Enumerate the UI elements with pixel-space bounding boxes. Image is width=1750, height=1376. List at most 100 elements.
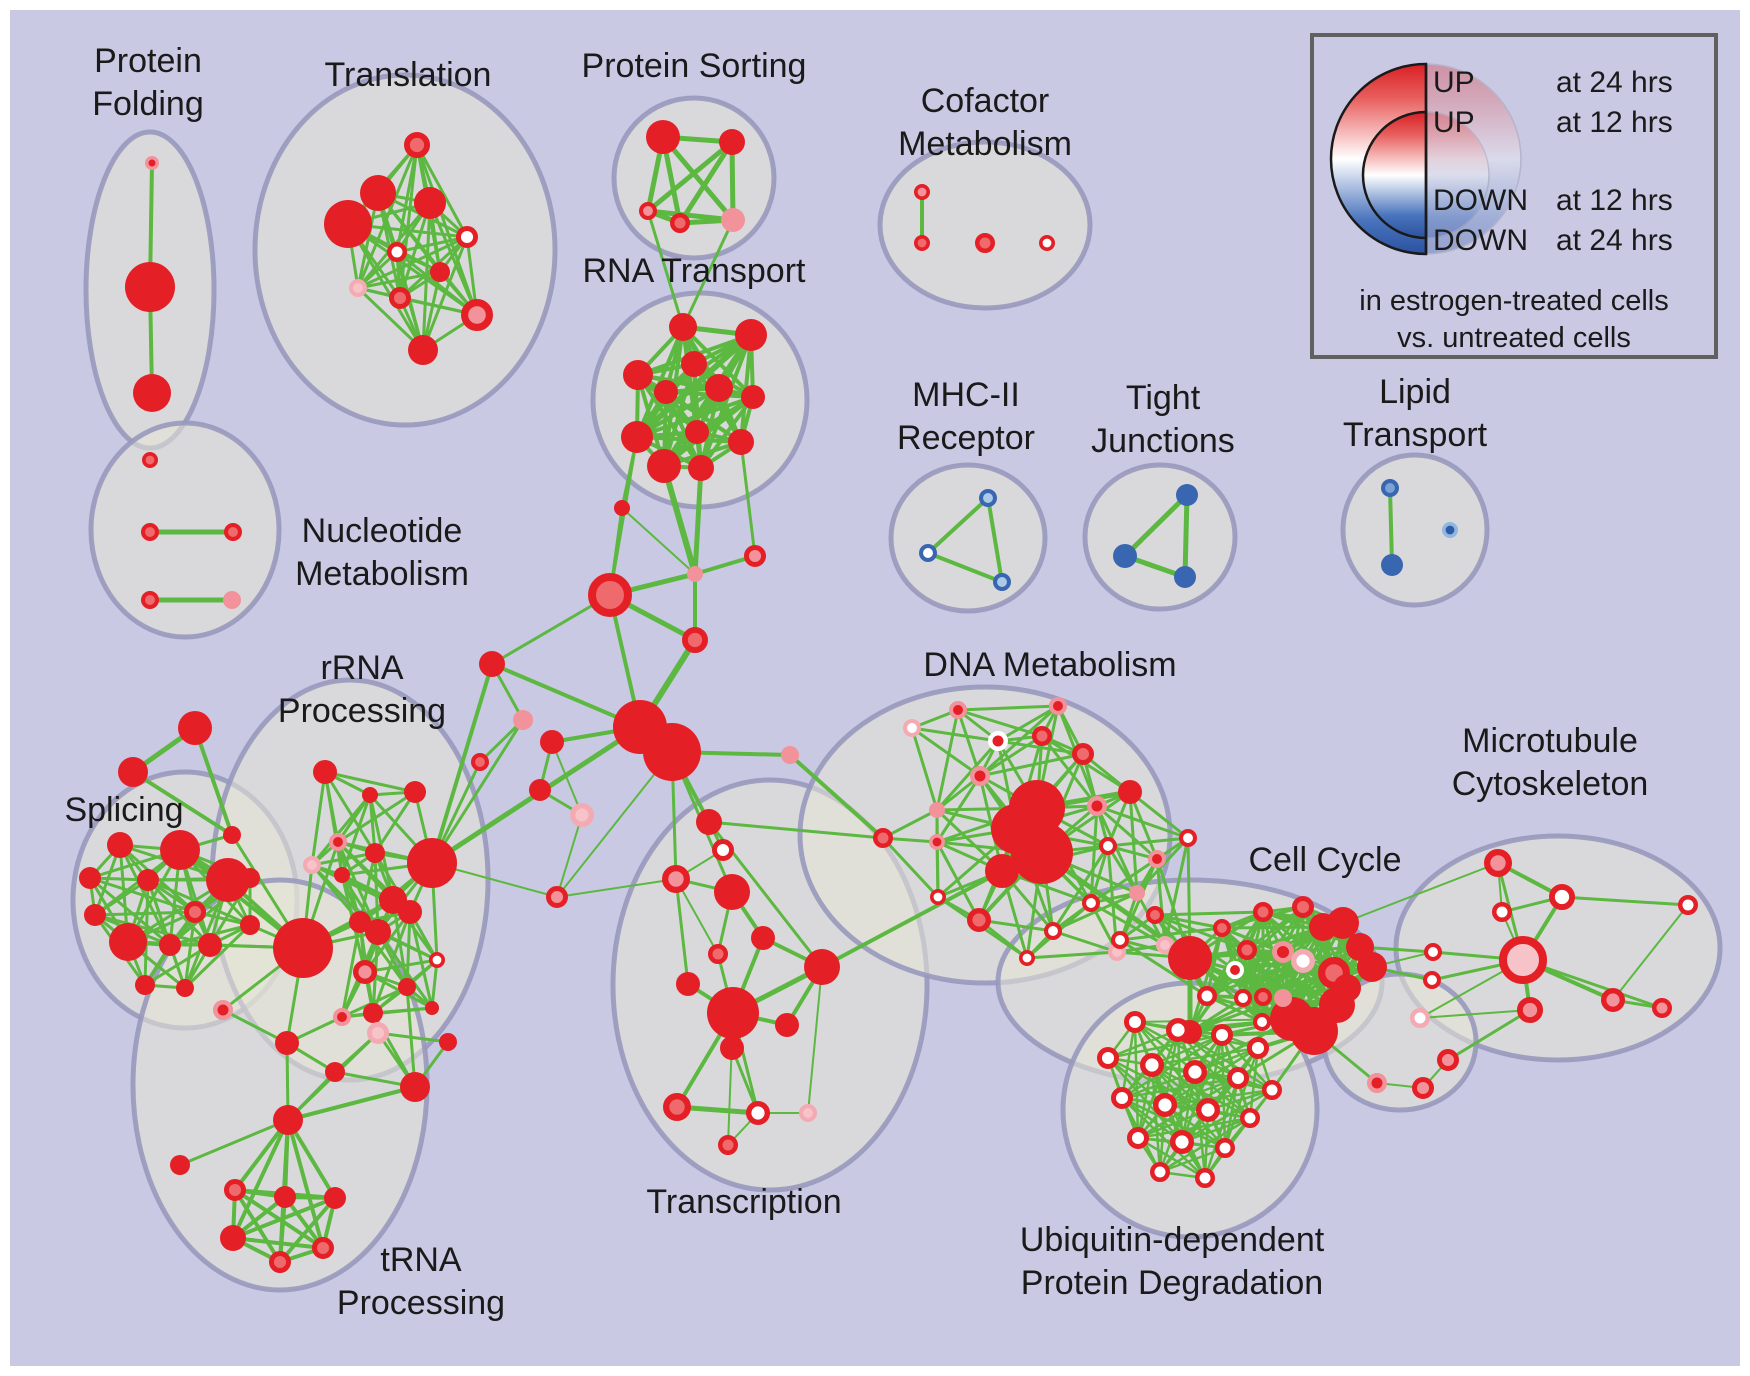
network-node <box>1549 883 1576 910</box>
network-edge <box>1106 1028 1180 1060</box>
network-edge <box>286 1085 417 1122</box>
network-edge <box>421 235 469 352</box>
network-node <box>223 826 241 844</box>
cluster-label-rna-transport: RNA Transport <box>583 252 807 290</box>
network-node <box>903 719 922 738</box>
network-node <box>1111 931 1130 950</box>
network-edge <box>1163 836 1190 947</box>
network-node <box>224 1178 247 1201</box>
network-node <box>540 730 564 754</box>
network-edge <box>323 770 417 794</box>
cluster-label-cofactor-metabolism: Cofactor <box>921 82 1050 120</box>
network-edge <box>1120 1070 1197 1100</box>
network-edge <box>820 869 1004 969</box>
cluster-ellipse-mhc-ii-receptor <box>888 462 1048 614</box>
cluster-label-trna-processing: tRNA <box>380 1241 462 1279</box>
network-node <box>349 911 371 933</box>
network-node <box>970 766 990 786</box>
network-node <box>398 978 416 996</box>
network-node <box>588 573 632 617</box>
network-node <box>751 926 775 950</box>
network-node <box>223 523 242 542</box>
network-edge <box>1560 895 1690 907</box>
network-edge <box>977 918 1055 933</box>
network-node <box>403 132 430 159</box>
network-edge <box>430 958 439 1010</box>
cluster-label-mhc-ii-receptor: MHC-II <box>912 376 1020 414</box>
network-node <box>1169 1129 1194 1154</box>
network-node <box>928 833 945 850</box>
network-node <box>439 1033 457 1051</box>
network-edge <box>1051 929 1119 954</box>
network-node <box>513 710 533 730</box>
network-edge <box>926 551 1004 584</box>
network-node <box>1018 949 1035 966</box>
network-node <box>669 313 697 341</box>
network-node <box>1254 988 1273 1007</box>
network-edge <box>1180 1116 1252 1144</box>
network-node <box>430 262 450 282</box>
network-node <box>160 830 200 870</box>
network-node <box>1240 1108 1260 1128</box>
network-edge <box>926 496 990 555</box>
network-edge <box>193 726 234 837</box>
network-edge <box>699 395 755 470</box>
network-node <box>365 919 391 945</box>
network-node <box>1032 726 1052 746</box>
cluster-label-protein-folding: Folding <box>92 85 204 123</box>
network-node <box>206 858 250 902</box>
legend-footer-text: vs. untreated cells <box>1397 322 1631 354</box>
network-node <box>621 421 653 453</box>
network-edge <box>478 718 525 764</box>
network-edge <box>1136 1108 1210 1140</box>
network-edge <box>729 139 736 223</box>
network-node <box>746 1100 771 1125</box>
network-node <box>663 1093 692 1122</box>
network-node <box>967 908 992 933</box>
network-node <box>425 1001 439 1015</box>
legend-time-label: at 12 hrs <box>1556 106 1673 139</box>
network-node <box>728 429 754 455</box>
network-node <box>1226 961 1245 980</box>
network-edge <box>428 201 479 317</box>
network-edge <box>681 218 735 329</box>
network-node <box>367 1021 390 1044</box>
network-node <box>1129 885 1145 901</box>
cluster-label-cell-cycle: Cell Cycle <box>1248 841 1401 879</box>
network-node <box>360 175 396 211</box>
network-edge <box>1150 1046 1260 1067</box>
network-edge <box>1233 968 1336 975</box>
network-edge <box>1095 804 1159 861</box>
network-edge <box>395 235 469 254</box>
network-edge <box>674 877 690 986</box>
node-layer <box>79 120 1698 1273</box>
cluster-label-mhc-ii-receptor: Receptor <box>897 419 1035 457</box>
network-edge <box>1106 1033 1224 1060</box>
network-node <box>135 975 155 995</box>
legend-direction-label: DOWN <box>1433 224 1528 257</box>
network-node <box>1182 1059 1207 1084</box>
network-node <box>140 523 159 542</box>
network-edge <box>910 726 1000 743</box>
network-node <box>269 1250 292 1273</box>
network-node <box>1271 940 1294 963</box>
cluster-label-nucleotide-metabolism: Nucleotide <box>302 512 463 550</box>
network-edge <box>956 704 1060 712</box>
cluster-label-dna-metabolism: DNA Metabolism <box>923 646 1176 684</box>
network-edge <box>935 840 940 899</box>
legend-time-label: at 24 hrs <box>1556 224 1673 257</box>
network-node <box>407 838 457 888</box>
network-node <box>1213 919 1232 938</box>
network-node <box>1652 998 1672 1018</box>
cluster-ellipse-lipid-transport <box>1340 452 1490 608</box>
network-edge <box>376 1031 450 1044</box>
network-node <box>1234 989 1253 1008</box>
network-node <box>1499 936 1547 984</box>
network-node <box>363 1003 383 1023</box>
network-node <box>1442 521 1459 538</box>
network-node <box>639 201 658 220</box>
network-node <box>741 385 765 409</box>
network-node <box>273 918 333 978</box>
network-node <box>1411 1076 1434 1099</box>
network-node <box>133 374 171 412</box>
